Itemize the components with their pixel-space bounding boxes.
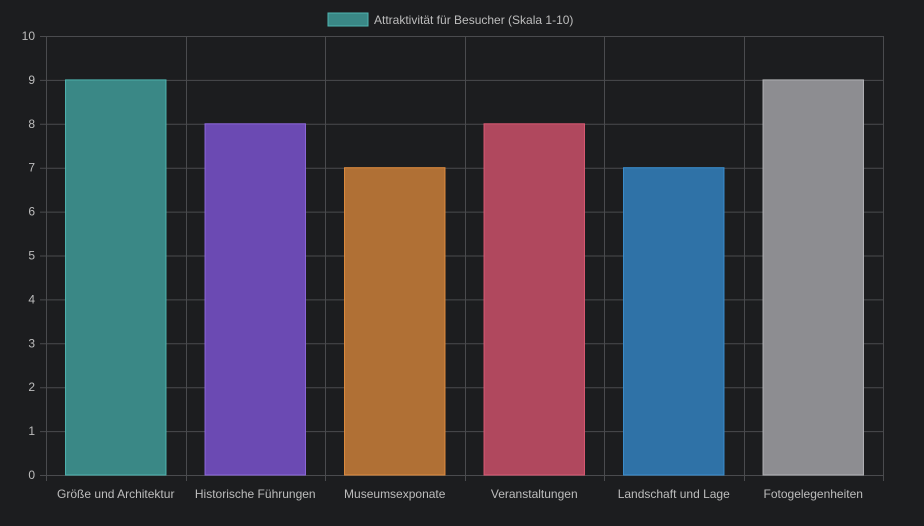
grid-layer xyxy=(40,36,884,481)
x-tick-label: Landschaft und Lage xyxy=(618,487,730,501)
bar-layer xyxy=(65,79,864,476)
legend-label[interactable]: Attraktivität für Besucher (Skala 1-10) xyxy=(374,13,573,27)
legend[interactable]: Attraktivität für Besucher (Skala 1-10) xyxy=(327,12,573,27)
y-tick-label: 10 xyxy=(22,29,36,43)
y-tick-label: 9 xyxy=(28,73,35,87)
y-tick-label: 4 xyxy=(28,292,35,306)
y-tick-label: 7 xyxy=(28,161,35,175)
x-tick-label: Veranstaltungen xyxy=(491,487,578,501)
y-axis-ticks: 0 1 2 3 4 5 6 7 8 9 10 xyxy=(22,29,36,482)
y-tick-label: 6 xyxy=(28,205,35,219)
y-tick-label: 8 xyxy=(28,117,35,131)
x-tick-label: Museumsexponate xyxy=(344,487,446,501)
x-axis-ticks: Größe und Architektur Historische Führung… xyxy=(57,487,863,501)
x-tick-label: Fotogelegenheiten xyxy=(764,487,863,501)
y-tick-label: 0 xyxy=(28,468,35,482)
y-tick-label: 2 xyxy=(28,380,35,394)
x-tick-label: Größe und Architektur xyxy=(57,487,174,501)
x-tick-label: Historische Führungen xyxy=(195,487,316,501)
y-tick-label: 3 xyxy=(28,336,35,350)
bar-1[interactable] xyxy=(65,79,167,476)
bar-5[interactable] xyxy=(623,167,725,476)
bar-3[interactable] xyxy=(344,167,446,476)
y-tick-label: 1 xyxy=(28,424,35,438)
y-tick-label: 5 xyxy=(28,249,35,263)
bar-6[interactable] xyxy=(762,79,864,476)
legend-swatch[interactable] xyxy=(327,12,369,27)
bar-2[interactable] xyxy=(204,123,306,476)
bar-4[interactable] xyxy=(483,123,585,476)
